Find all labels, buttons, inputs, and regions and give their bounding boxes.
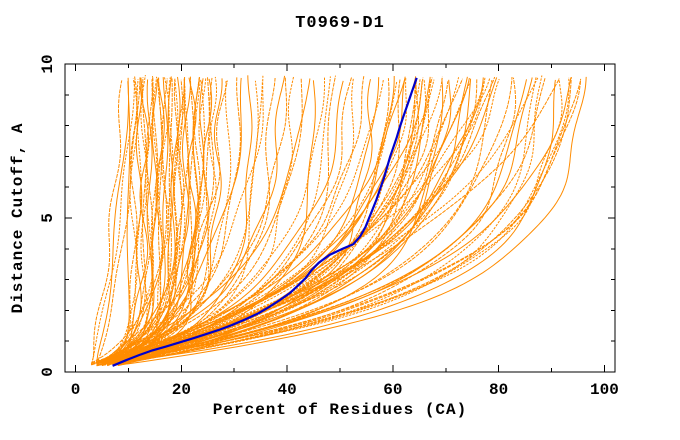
model-curve — [107, 77, 570, 363]
model-curve — [117, 80, 191, 366]
x-tick-label: 40 — [278, 381, 297, 399]
model-curve — [101, 76, 443, 366]
model-curve — [96, 81, 131, 367]
model-curve — [112, 75, 253, 365]
model-curve — [101, 77, 169, 366]
y-tick-label: 5 — [39, 213, 57, 223]
model-curve — [96, 78, 311, 364]
model-curve — [101, 78, 223, 364]
model-curve — [101, 79, 201, 365]
model-curve — [112, 78, 444, 364]
model-curve — [112, 78, 150, 364]
model-curve — [117, 76, 587, 366]
model-curve — [107, 75, 543, 365]
model-curve — [107, 75, 149, 364]
model-curve — [101, 76, 513, 366]
model-curve — [101, 79, 406, 365]
model-curves — [90, 75, 587, 367]
model-curve — [112, 76, 417, 366]
model-curve — [112, 80, 582, 366]
model-curve — [107, 77, 215, 363]
model-curve — [107, 79, 435, 365]
model-curve — [101, 77, 380, 363]
model-curve — [107, 77, 288, 367]
model-curve — [101, 75, 264, 365]
model-curve — [91, 78, 173, 364]
model-curve — [91, 78, 168, 364]
model-curve — [96, 78, 491, 364]
model-curve — [112, 78, 179, 364]
model-curve — [101, 77, 539, 363]
chart-title: T0969-D1 — [295, 14, 385, 33]
model-curve — [101, 79, 556, 365]
model-curve — [112, 77, 325, 363]
model-curve — [90, 80, 123, 366]
model-curve — [96, 77, 207, 363]
x-tick-label: 100 — [590, 381, 619, 399]
model-curve — [107, 79, 527, 365]
model-curve — [117, 78, 373, 365]
x-tick-label: 0 — [71, 381, 81, 399]
model-curve — [90, 79, 135, 365]
model-curve — [96, 77, 201, 366]
model-curve — [107, 77, 276, 364]
model-curve — [96, 75, 286, 365]
model-curve — [107, 77, 460, 363]
model-curve — [101, 78, 563, 364]
model-curve — [107, 78, 355, 364]
model-curve — [96, 79, 165, 365]
model-curve — [101, 78, 303, 364]
model-curve — [91, 79, 184, 365]
tick-labels: 0 20 40 60 80 100 0 5 10 — [39, 54, 619, 399]
model-curve — [96, 75, 336, 365]
model-curve — [101, 77, 352, 363]
model-curve — [101, 80, 493, 366]
model-curve — [101, 78, 421, 364]
model-curve — [107, 76, 486, 366]
model-curve — [101, 79, 153, 365]
model-curve — [112, 78, 500, 365]
highlighted-model-curve — [112, 77, 418, 367]
x-tick-label: 20 — [172, 381, 191, 399]
model-curve — [117, 78, 205, 364]
model-curve — [112, 77, 242, 363]
x-tick-label: 60 — [383, 381, 402, 399]
axes — [64, 63, 616, 373]
model-curve — [96, 77, 141, 366]
model-curve — [96, 78, 472, 364]
y-tick-label: 10 — [39, 54, 57, 73]
model-curve — [112, 78, 213, 364]
model-curve — [96, 78, 582, 364]
y-tick-label: 0 — [39, 367, 57, 377]
x-axis-label: Percent of Residues (CA) — [213, 401, 467, 419]
model-curve — [101, 77, 572, 366]
model-curve — [96, 77, 533, 363]
model-curve — [96, 77, 129, 363]
x-tick-label: 80 — [489, 381, 508, 399]
model-curve — [96, 80, 228, 366]
model-curve — [96, 76, 190, 363]
model-curve — [91, 76, 138, 366]
model-curve — [107, 79, 159, 365]
model-curve — [117, 77, 201, 363]
model-curve — [101, 79, 486, 365]
model-curve — [107, 80, 259, 366]
model-curve — [107, 78, 189, 364]
model-curve — [96, 78, 159, 364]
model-curve — [107, 77, 470, 364]
model-curve — [112, 77, 424, 366]
model-curve — [112, 76, 468, 366]
model-curve — [96, 77, 241, 363]
y-axis-label: Distance Cutoff, A — [9, 123, 27, 314]
model-curve — [96, 79, 142, 365]
model-curve — [107, 77, 154, 363]
model-curve — [107, 76, 395, 365]
